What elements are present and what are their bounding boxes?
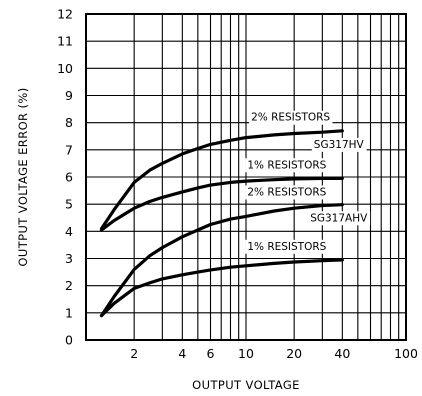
y-tick-label: 12 <box>57 7 73 22</box>
y-tick-label: 10 <box>57 61 73 76</box>
annotation-label: 2% RESISTORS <box>247 186 326 198</box>
series-line <box>99 203 344 318</box>
annotation: SG317AHV <box>308 211 371 226</box>
x-tick-label: 20 <box>286 346 302 361</box>
y-tick-label: 4 <box>65 224 73 239</box>
series-line <box>99 176 344 232</box>
annotation-label: 1% RESISTORS <box>247 159 326 171</box>
x-tick-label: 4 <box>178 346 186 361</box>
annotation-background <box>311 137 367 152</box>
y-tick-label: 6 <box>65 170 73 185</box>
plot-frame <box>85 13 407 341</box>
y-tick-label: 0 <box>65 333 73 348</box>
series-line <box>99 258 344 318</box>
y-tick-label: 7 <box>65 142 73 157</box>
annotation-label: 2% RESISTORS <box>251 112 330 124</box>
x-tick-label: 100 <box>394 346 418 361</box>
x-tick-label: 40 <box>334 346 350 361</box>
annotation-label: SG317AHV <box>310 212 368 224</box>
chart-curves <box>99 129 344 318</box>
annotation: SG317HV <box>311 137 367 152</box>
x-tick-label: 6 <box>207 346 215 361</box>
chart-grid <box>86 14 406 340</box>
annotation-background <box>249 110 333 125</box>
annotation-background <box>245 185 329 200</box>
y-tick-label: 1 <box>65 305 73 320</box>
y-tick-label: 3 <box>65 251 73 266</box>
y-tick-label: 8 <box>65 115 73 130</box>
series-line <box>99 129 344 231</box>
y-tick-label: 2 <box>65 278 73 293</box>
x-tick-label: 2 <box>130 346 138 361</box>
y-tick-label: 5 <box>65 197 73 212</box>
x-tick-label: 10 <box>238 346 254 361</box>
chart-annotations: 2% RESISTORS SG317HV 1% RESISTORS 2% RESIST… <box>245 110 371 254</box>
x-tick-labels: 2 4 6 10 20 40 100 <box>130 346 418 361</box>
y-tick-label: 11 <box>57 34 73 49</box>
annotation-label: 1% RESISTORS <box>247 241 326 253</box>
y-tick-label: 9 <box>65 88 73 103</box>
y-axis-label: OUTPUT VOLTAGE ERROR (%) <box>16 87 30 266</box>
annotation: 2% RESISTORS <box>245 185 329 200</box>
annotation: 2% RESISTORS <box>249 110 333 125</box>
annotation: 1% RESISTORS <box>245 158 329 173</box>
x-axis-label: OUTPUT VOLTAGE <box>192 378 300 392</box>
annotation-background <box>308 211 371 226</box>
annotation-background <box>245 158 329 173</box>
annotation: 1% RESISTORS <box>245 239 329 254</box>
annotation-background <box>245 239 329 254</box>
annotation-label: SG317HV <box>314 139 365 151</box>
